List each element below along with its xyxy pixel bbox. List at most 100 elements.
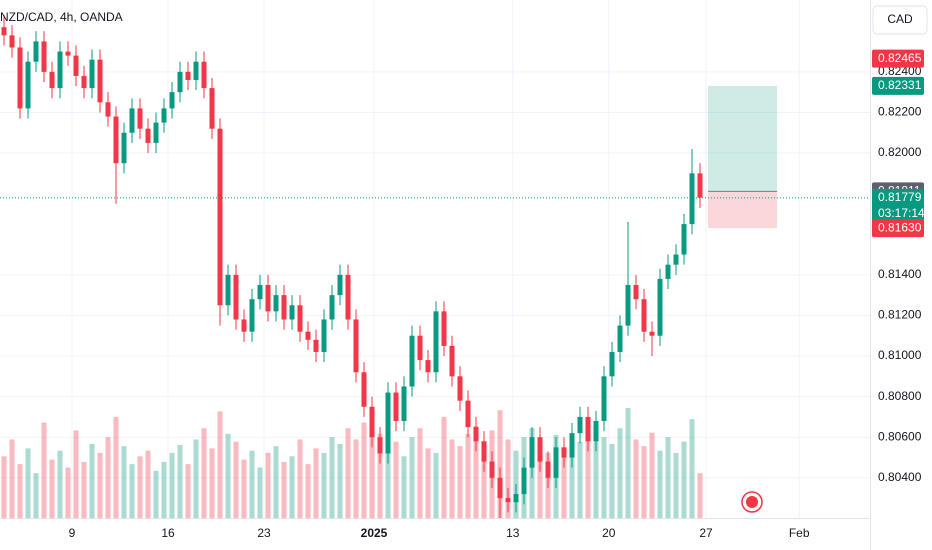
candle-body bbox=[417, 335, 423, 361]
candle-body bbox=[169, 92, 175, 109]
target-badge-label: 0.82331 bbox=[878, 78, 922, 92]
volume-bar bbox=[361, 422, 367, 518]
volume-bar bbox=[233, 441, 239, 518]
volume-bar bbox=[393, 441, 399, 518]
volume-bar bbox=[689, 419, 695, 518]
candle-body bbox=[369, 406, 375, 438]
candle-body bbox=[313, 339, 319, 352]
y-tick-label: 0.82200 bbox=[878, 105, 922, 119]
candle-body bbox=[57, 51, 63, 89]
candle-body bbox=[241, 319, 247, 332]
candle-body bbox=[97, 59, 103, 103]
y-tick-label: 0.81000 bbox=[878, 348, 922, 362]
volume-bar bbox=[113, 416, 119, 518]
candle-body bbox=[193, 61, 199, 80]
event-flag[interactable] bbox=[741, 491, 763, 513]
currency-label[interactable]: CAD bbox=[887, 12, 913, 26]
volume-bar bbox=[177, 445, 183, 518]
x-tick-label: 20 bbox=[602, 526, 616, 540]
volume bbox=[1, 408, 703, 518]
candle-body bbox=[161, 108, 167, 123]
volume-bar bbox=[185, 464, 191, 518]
volume-bar bbox=[377, 433, 383, 518]
y-tick-label: 0.81200 bbox=[878, 308, 922, 322]
candle-body bbox=[1, 27, 7, 36]
candle-body bbox=[353, 319, 359, 373]
candle-body bbox=[121, 132, 127, 164]
candle-body bbox=[177, 71, 183, 93]
volume-bar bbox=[681, 441, 687, 518]
volume-bar bbox=[697, 473, 703, 518]
volume-bar bbox=[649, 432, 655, 518]
candle-body bbox=[529, 437, 535, 468]
volume-bar bbox=[241, 459, 247, 518]
volume-bar bbox=[209, 448, 215, 518]
candle-body bbox=[329, 295, 335, 320]
volume-bar bbox=[585, 430, 591, 518]
candles bbox=[1, 15, 703, 519]
candle-body bbox=[673, 254, 679, 265]
volume-bar bbox=[625, 408, 631, 518]
volume-bar bbox=[593, 422, 599, 518]
volume-bar bbox=[121, 446, 127, 518]
candle-body bbox=[681, 224, 687, 255]
candle-body bbox=[185, 71, 191, 80]
candle-body bbox=[473, 427, 479, 442]
flag-icon-inner bbox=[746, 496, 758, 508]
x-tick-label: 2025 bbox=[361, 526, 388, 540]
loss-zone[interactable] bbox=[708, 191, 777, 229]
volume-bar bbox=[281, 461, 287, 518]
high-badge bbox=[872, 49, 924, 68]
volume-bar bbox=[169, 452, 175, 518]
last-price-badge bbox=[872, 188, 924, 223]
volume-bar bbox=[633, 439, 639, 518]
profit-zone[interactable] bbox=[708, 85, 777, 192]
candle-body bbox=[321, 319, 327, 352]
high-badge-label: 0.82465 bbox=[878, 51, 922, 65]
candle-body bbox=[41, 41, 47, 72]
volume-bar bbox=[1, 456, 7, 518]
volume-bar bbox=[9, 439, 15, 518]
volume-bar bbox=[609, 443, 615, 518]
currency-button[interactable] bbox=[872, 5, 928, 35]
volume-bar bbox=[665, 437, 671, 518]
volume-bar bbox=[561, 448, 567, 518]
candle-body bbox=[137, 108, 143, 129]
candle-body bbox=[145, 128, 151, 143]
volume-bar bbox=[321, 452, 327, 518]
candle-body bbox=[593, 420, 599, 442]
candle-body bbox=[601, 376, 607, 421]
volume-bar bbox=[297, 439, 303, 518]
candle-body bbox=[545, 461, 551, 478]
volume-bar bbox=[481, 441, 487, 518]
volume-bar bbox=[465, 433, 471, 518]
volume-bar bbox=[417, 428, 423, 518]
volume-bar bbox=[129, 464, 135, 518]
last-price-badge-label: 0.81779 bbox=[878, 190, 922, 204]
grid bbox=[0, 0, 870, 518]
candle-body bbox=[153, 122, 159, 143]
candle-body bbox=[569, 433, 575, 458]
symbol-legend[interactable]: NZD/CAD, 4h, OANDA bbox=[0, 10, 123, 24]
candle-body bbox=[25, 61, 31, 109]
volume-bar bbox=[313, 448, 319, 518]
candle-body bbox=[49, 71, 55, 89]
volume-bar bbox=[425, 448, 431, 518]
volume-bar bbox=[273, 446, 279, 518]
candle-body bbox=[81, 75, 87, 89]
candle-body bbox=[33, 41, 39, 62]
x-tick-label: Feb bbox=[789, 526, 810, 540]
candle-body bbox=[521, 467, 527, 495]
volume-bar bbox=[337, 443, 343, 518]
volume-bar bbox=[137, 456, 143, 518]
candle-body bbox=[385, 392, 391, 454]
x-tick-label: 27 bbox=[699, 526, 713, 540]
volume-bar bbox=[441, 416, 447, 518]
candle-body bbox=[465, 400, 471, 428]
volume-bar bbox=[401, 456, 407, 518]
position-tool[interactable] bbox=[708, 85, 777, 229]
candle-body bbox=[625, 284, 631, 326]
candle-body bbox=[289, 305, 295, 320]
volume-bar bbox=[449, 439, 455, 518]
